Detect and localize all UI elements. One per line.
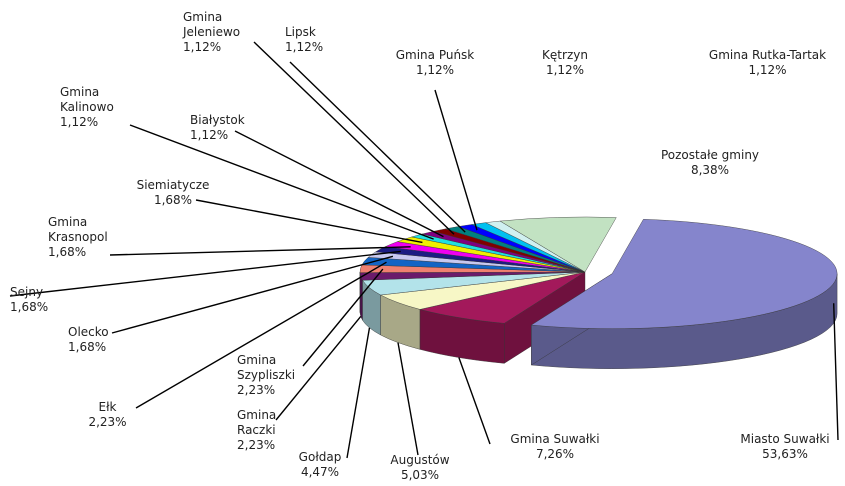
- slice-label: Ełk 2,23%: [75, 400, 140, 430]
- slice-label: Gmina Jeleniewo 1,12%: [183, 10, 258, 55]
- value-label: 4,47%: [300, 465, 340, 479]
- leader-line: [275, 315, 362, 421]
- leader-line: [111, 255, 394, 334]
- leader-line: [109, 246, 411, 256]
- leader-line: [289, 61, 466, 233]
- value-label: 2,23%: [237, 383, 276, 397]
- leader-line: [195, 199, 423, 244]
- category-label: Siemiatycze: [136, 178, 210, 192]
- category-label: Gmina Puńsk: [395, 48, 475, 62]
- slice-label: Olecko 1,68%: [68, 325, 128, 355]
- value-label: 53,63%: [762, 447, 808, 461]
- leader-line: [302, 268, 384, 367]
- slice-label: Gmina Szypliszki 2,23%: [237, 353, 317, 398]
- value-label: 8,38%: [690, 163, 730, 177]
- leader-line: [434, 89, 478, 231]
- category-label: Gmina Jeleniewo: [183, 10, 241, 39]
- slice-label: Kętrzyn 1,12%: [530, 48, 600, 78]
- slice-label: Gmina Puńsk 1,12%: [385, 48, 485, 78]
- slice-label: Gmina Krasnopol 1,68%: [48, 215, 128, 260]
- value-label: 7,26%: [535, 447, 575, 461]
- value-label: 1,68%: [10, 300, 49, 314]
- category-label: Gmina Krasnopol: [48, 215, 108, 244]
- slice-label: Gołdap 4,47%: [285, 450, 355, 480]
- value-label: 1,68%: [153, 193, 193, 207]
- value-label: 1,12%: [60, 115, 99, 129]
- category-label: Augustów: [390, 453, 450, 467]
- slice-label: Miasto Suwałki 53,63%: [725, 432, 845, 462]
- category-label: Gmina Kalinowo: [60, 85, 114, 114]
- category-label: Miasto Suwałki: [740, 432, 830, 446]
- slice-label: Sejny 1,68%: [10, 285, 60, 315]
- leader-line: [129, 124, 434, 240]
- slice-label: Gmina Kalinowo 1,12%: [60, 85, 130, 130]
- category-label: Gołdap: [298, 450, 342, 464]
- value-label: 1,12%: [285, 40, 324, 54]
- slice: [530, 219, 838, 329]
- value-label: 1,12%: [748, 63, 787, 77]
- leader-line: [253, 41, 455, 235]
- value-label: 1,12%: [545, 63, 585, 77]
- category-label: Lipsk: [285, 25, 316, 39]
- leader-line: [234, 130, 444, 238]
- leader-line: [9, 250, 401, 297]
- leader-line: [458, 357, 491, 445]
- value-label: 1,12%: [190, 128, 229, 142]
- category-label: Białystok: [190, 113, 245, 127]
- leader-line: [832, 303, 839, 441]
- category-label: Pozostałe gminy: [660, 148, 760, 162]
- value-label: 2,23%: [88, 415, 127, 429]
- slice-label: Lipsk 1,12%: [285, 25, 330, 55]
- slice-label: Pozostałe gminy 8,38%: [640, 148, 780, 178]
- category-label: Olecko: [68, 325, 109, 339]
- slice-label: Gmina Rutka-Tartak 1,12%: [690, 48, 845, 78]
- category-label: Kętrzyn: [542, 48, 588, 62]
- leader-line: [135, 261, 387, 409]
- value-label: 1,68%: [68, 340, 107, 354]
- category-label: Sejny: [10, 285, 44, 299]
- value-label: 2,23%: [237, 438, 276, 452]
- slice-label: Siemiatycze 1,68%: [112, 178, 234, 208]
- slice-label: Białystok 1,12%: [190, 113, 265, 143]
- category-label: Gmina Raczki: [237, 408, 277, 437]
- value-label: 5,03%: [400, 468, 440, 482]
- leader-line: [397, 342, 419, 456]
- category-label: Gmina Rutka-Tartak: [708, 48, 827, 62]
- category-label: Gmina Suwałki: [510, 432, 600, 446]
- slice-label: Gmina Raczki 2,23%: [237, 408, 297, 453]
- leader-line: [346, 327, 371, 459]
- category-label: Gmina Szypliszki: [237, 353, 296, 382]
- value-label: 1,12%: [183, 40, 222, 54]
- slice: [419, 271, 586, 324]
- slice-label: Augustów 5,03%: [370, 453, 470, 483]
- value-label: 1,12%: [415, 63, 455, 77]
- slice-label: Gmina Suwałki 7,26%: [490, 432, 620, 462]
- slice: [499, 216, 617, 273]
- value-label: 1,68%: [48, 245, 87, 259]
- category-label: Ełk: [98, 400, 117, 414]
